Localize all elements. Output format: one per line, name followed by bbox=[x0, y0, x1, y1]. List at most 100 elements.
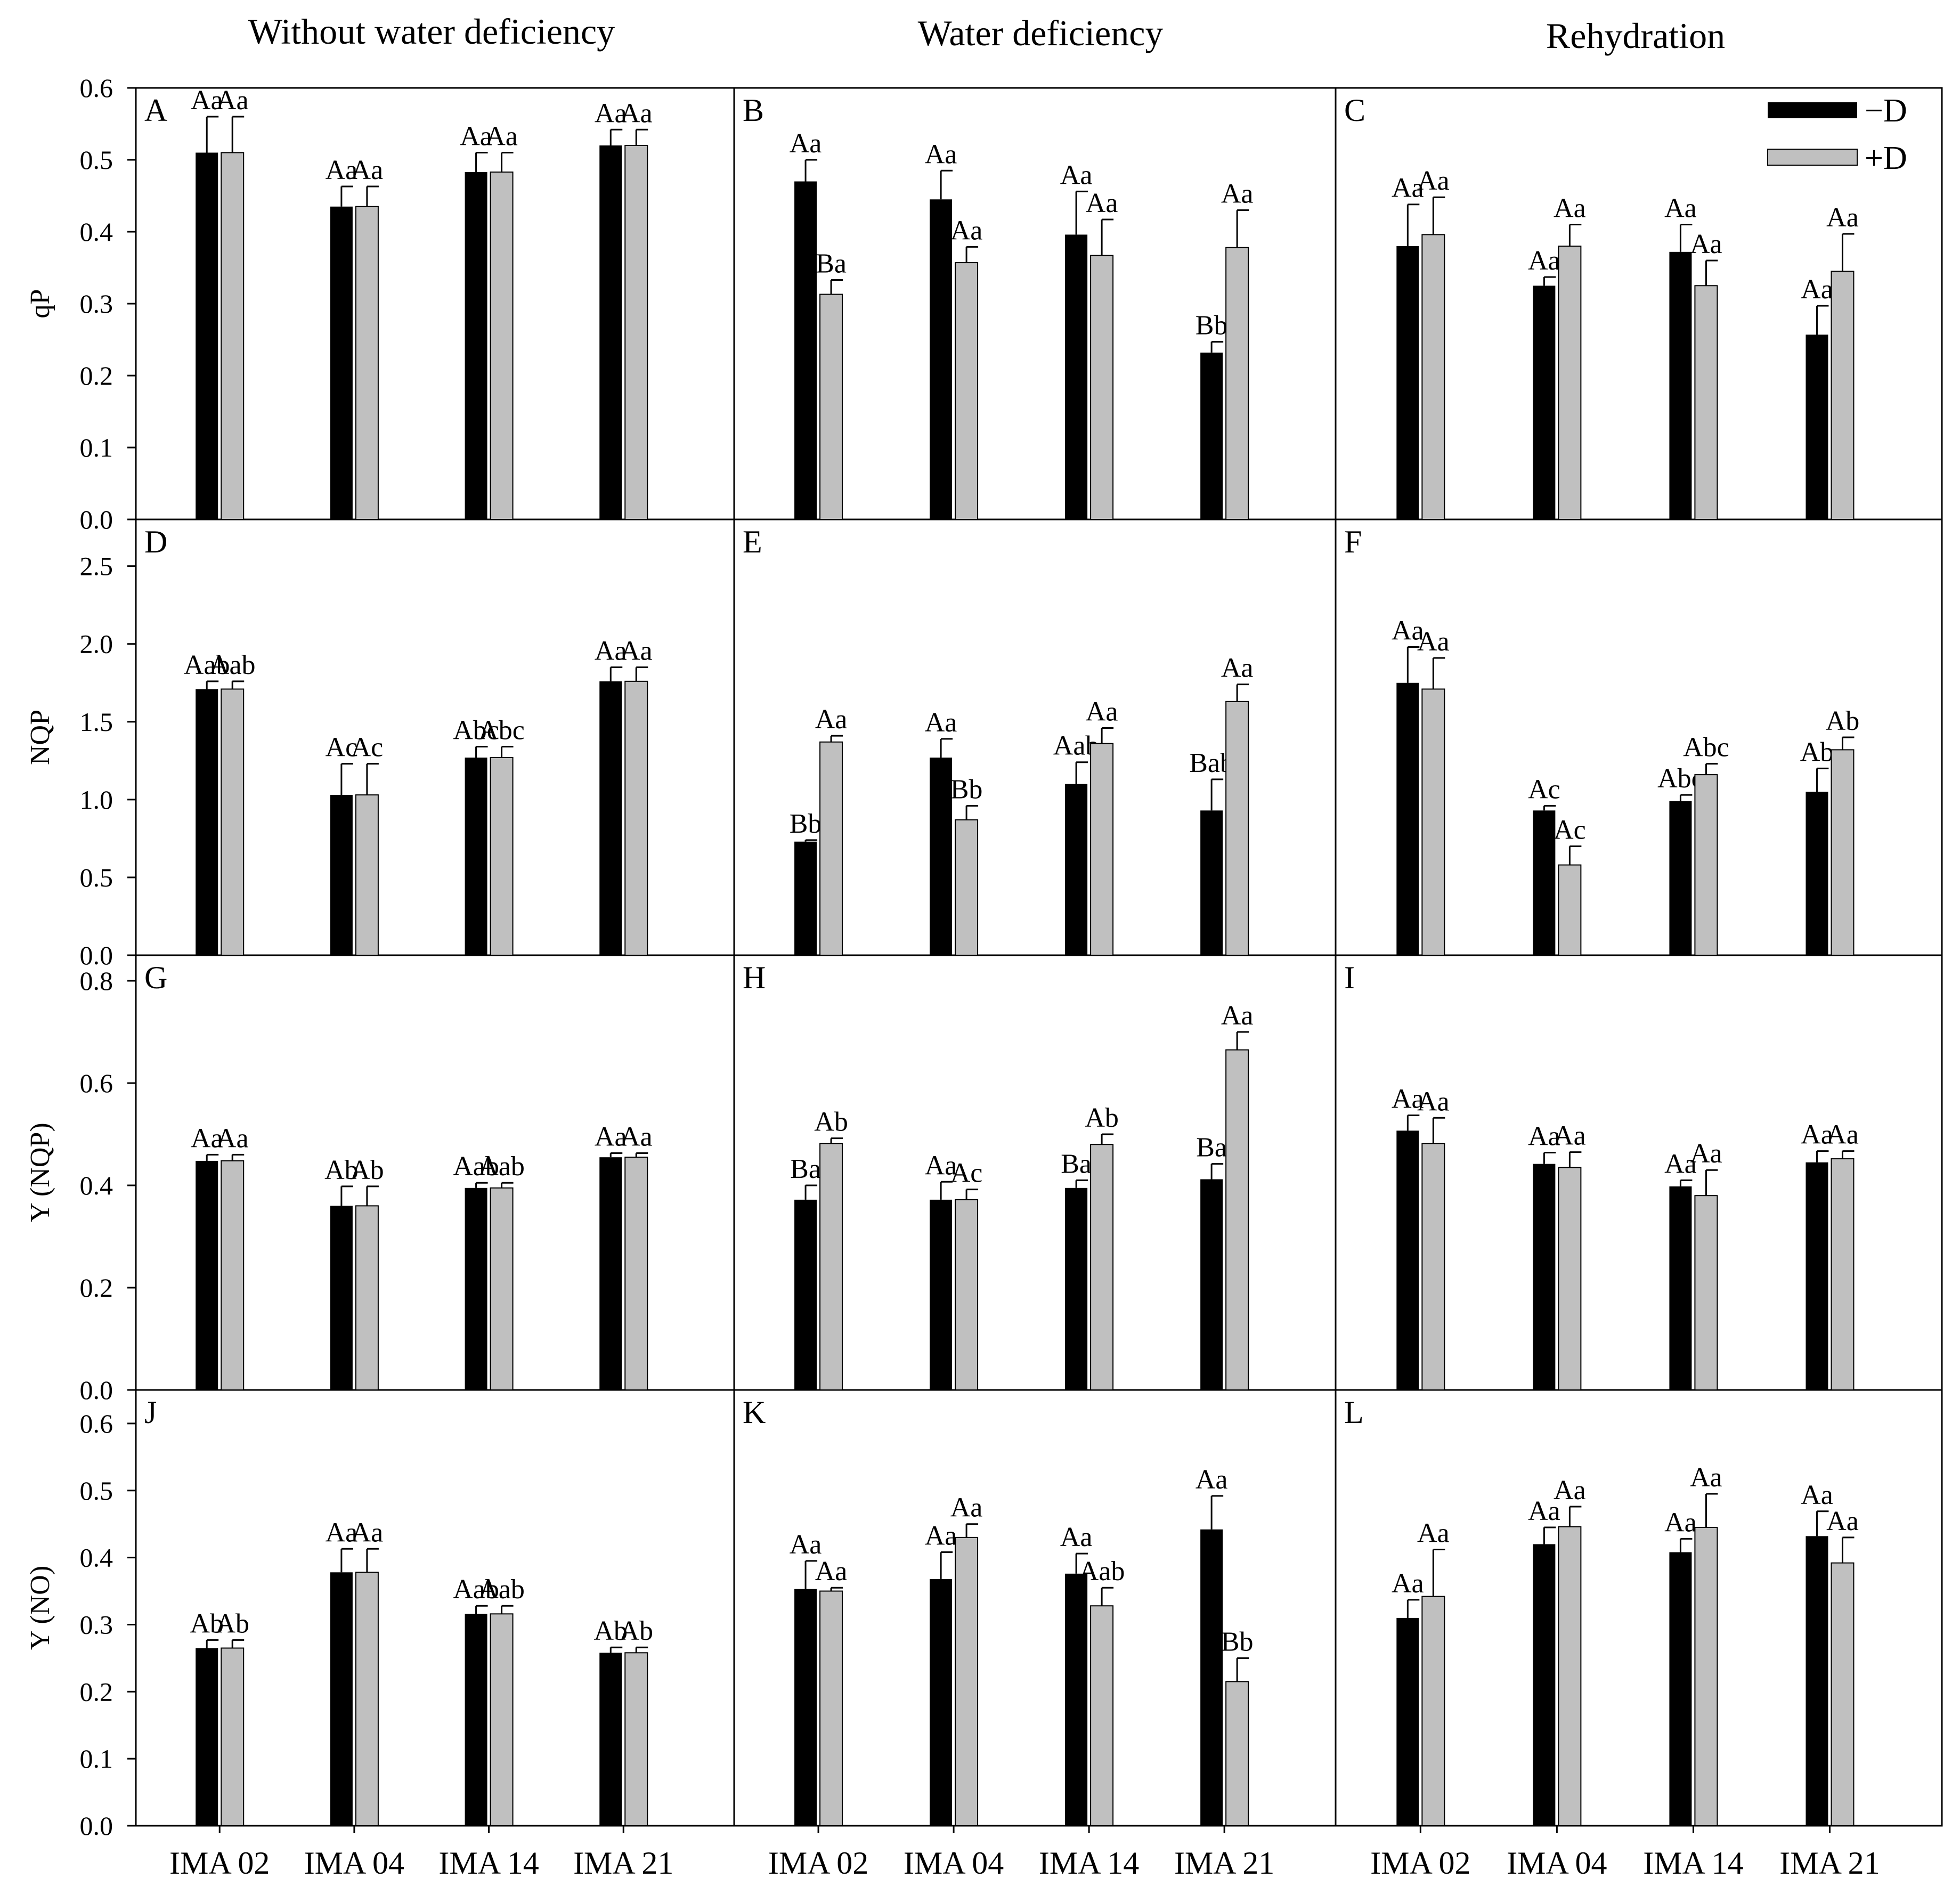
y-tick-label: 0.8 bbox=[80, 966, 113, 996]
bar-minus-d bbox=[599, 145, 622, 519]
bar-minus-d bbox=[1533, 1164, 1556, 1390]
bar-plus-d bbox=[1558, 864, 1582, 956]
panel-letter: K bbox=[743, 1395, 766, 1430]
column-title-rehydration: Rehydration bbox=[1546, 15, 1725, 56]
significance-label: Aa bbox=[216, 1123, 249, 1153]
significance-label: Aa bbox=[950, 215, 983, 246]
bar-plus-d bbox=[819, 741, 843, 956]
significance-label: Aa bbox=[1086, 696, 1118, 727]
significance-label: Ba bbox=[816, 248, 847, 279]
x-tick-label: IMA 14 bbox=[438, 1845, 539, 1881]
y-tick-label: 0.5 bbox=[80, 1476, 113, 1506]
legend-label-minus-d: −D bbox=[1865, 93, 1907, 129]
y-tick-label: 0.6 bbox=[80, 1409, 113, 1438]
column-title-water-deficiency: Water deficiency bbox=[918, 13, 1164, 53]
bar-plus-d bbox=[624, 1652, 648, 1826]
bar-minus-d bbox=[465, 1614, 487, 1826]
significance-label: Aa bbox=[1554, 1475, 1586, 1506]
bar-minus-d bbox=[1806, 1162, 1828, 1390]
x-tick-label: IMA 21 bbox=[1174, 1845, 1274, 1881]
bar-plus-d bbox=[221, 1647, 245, 1827]
bar-plus-d bbox=[955, 262, 979, 520]
bar-plus-d bbox=[1694, 1526, 1718, 1826]
significance-label: Aa bbox=[1664, 193, 1697, 224]
x-tick-label: IMA 21 bbox=[573, 1845, 673, 1881]
bar-minus-d bbox=[930, 757, 953, 955]
bar-plus-d bbox=[1558, 246, 1582, 520]
column-titles: Without water deficiency Water deficienc… bbox=[248, 11, 1725, 56]
significance-label: Aa bbox=[1417, 1518, 1450, 1549]
y-axis-row-3: 0.0 0.2 0.4 0.6 0.8 Y (NQP) bbox=[25, 966, 136, 1405]
significance-label: Aa bbox=[1690, 1138, 1722, 1169]
significance-label: Aa bbox=[1690, 1462, 1722, 1493]
significance-label: Aa bbox=[351, 155, 384, 185]
bar-minus-d bbox=[794, 181, 817, 519]
x-tick-label: IMA 02 bbox=[1370, 1845, 1470, 1881]
significance-label: Aa bbox=[790, 1530, 822, 1560]
bar-minus-d bbox=[1396, 682, 1419, 955]
significance-label: Aa bbox=[595, 98, 627, 128]
y-tick-label: 1.5 bbox=[80, 707, 113, 737]
significance-label: Aa bbox=[815, 704, 848, 735]
y-axis-title: Y (NO) bbox=[25, 1566, 55, 1650]
legend-swatch-plus-d bbox=[1767, 149, 1858, 166]
significance-label: Aa bbox=[326, 155, 358, 185]
significance-label: Aa bbox=[485, 121, 518, 152]
y-tick-label: 0.4 bbox=[80, 1170, 113, 1200]
significance-label: Aa bbox=[925, 1521, 957, 1551]
bar-plus-d bbox=[490, 1187, 514, 1391]
significance-label: Aa bbox=[1221, 653, 1254, 684]
significance-label: Aa bbox=[1801, 1120, 1833, 1150]
bar-plus-d bbox=[624, 680, 648, 956]
bar-plus-d bbox=[1831, 749, 1855, 956]
legend: −D +D bbox=[1767, 93, 1907, 176]
y-tick-label: 0.0 bbox=[80, 1375, 113, 1405]
legend-swatch-minus-d bbox=[1768, 102, 1857, 118]
significance-label: Aa bbox=[1392, 616, 1424, 646]
bar-plus-d bbox=[819, 1590, 843, 1827]
panel-letter: H bbox=[743, 960, 766, 995]
y-tick-label: 0.0 bbox=[80, 1811, 113, 1841]
significance-label: Bb bbox=[950, 775, 983, 805]
significance-label: Aa bbox=[1060, 160, 1093, 190]
bar-plus-d bbox=[1831, 1562, 1855, 1827]
significance-label: Aa bbox=[1664, 1507, 1697, 1538]
column-title-without-deficiency: Without water deficiency bbox=[248, 11, 615, 52]
significance-label: Ab bbox=[1800, 737, 1834, 767]
significance-label: Aa bbox=[191, 1123, 223, 1153]
significance-label: Aa bbox=[1392, 173, 1424, 204]
significance-label: Aa bbox=[1528, 1496, 1560, 1526]
bar-minus-d bbox=[1533, 810, 1556, 955]
y-tick-label: 1.0 bbox=[80, 785, 113, 815]
x-tick-label: IMA 14 bbox=[1643, 1845, 1743, 1881]
y-tick-label: 0.2 bbox=[80, 361, 113, 391]
bar-plus-d bbox=[490, 757, 514, 956]
significance-label: Aa bbox=[191, 85, 223, 116]
bar-plus-d bbox=[1090, 1605, 1114, 1826]
x-axis-col-1: IMA 02 IMA 04 IMA 14 IMA 21 bbox=[169, 1826, 673, 1881]
bar-minus-d bbox=[330, 1206, 353, 1390]
bar-plus-d bbox=[1090, 1144, 1114, 1390]
bar-plus-d bbox=[955, 1199, 979, 1390]
bar-plus-d bbox=[1421, 688, 1445, 956]
significance-label: Ac bbox=[326, 733, 358, 763]
bar-minus-d bbox=[1806, 792, 1828, 955]
y-tick-label: 0.0 bbox=[80, 940, 113, 970]
bar-plus-d bbox=[490, 171, 514, 520]
bar-minus-d bbox=[196, 1648, 218, 1826]
y-axis-title: qP bbox=[25, 289, 55, 319]
significance-label: Aa bbox=[620, 1122, 653, 1152]
significance-label: Ab bbox=[324, 1155, 359, 1185]
y-tick-label: 0.4 bbox=[80, 217, 113, 247]
bar-plus-d bbox=[1421, 1143, 1445, 1391]
significance-label: Abc bbox=[1683, 733, 1729, 763]
bar-plus-d bbox=[1090, 255, 1114, 520]
significance-label: Aa bbox=[1417, 166, 1450, 196]
significance-label: Aa bbox=[1664, 1149, 1697, 1179]
